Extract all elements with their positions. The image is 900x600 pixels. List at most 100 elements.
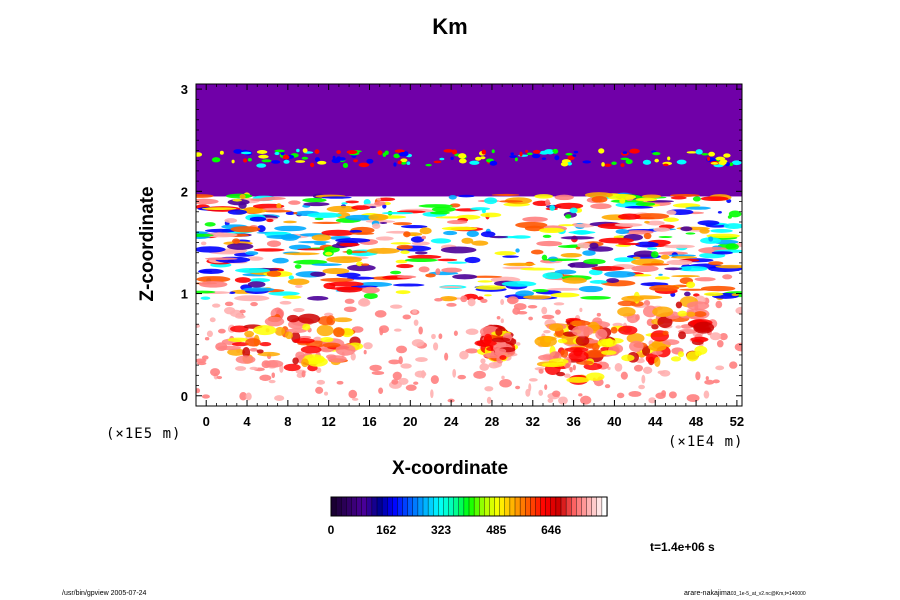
lower-speckle (301, 370, 306, 378)
band-streak (435, 268, 441, 276)
band-streak (503, 262, 536, 267)
lower-speckle (210, 368, 221, 377)
band-streak (440, 246, 477, 254)
band-streak (715, 264, 742, 269)
band-streak (339, 242, 360, 247)
colorbar-swatch (560, 496, 567, 517)
lower-speckle (614, 362, 623, 372)
colorbar-swatch (581, 496, 588, 517)
plume-cell (686, 301, 710, 311)
lower-speckle (363, 342, 373, 350)
band-streak (350, 232, 375, 235)
lower-speckle (716, 340, 724, 348)
plume-cell (575, 335, 590, 346)
colorbar-frame (330, 496, 608, 517)
band-streak (336, 272, 361, 278)
upper-speckle (567, 155, 575, 161)
time-label: t=1.4e+06 s (650, 540, 715, 554)
upper-speckle (406, 161, 411, 165)
band-streak (447, 261, 468, 264)
band-streak (245, 251, 259, 256)
upper-speckle (433, 160, 442, 164)
lower-speckle (196, 388, 201, 394)
heatmap-field (196, 84, 742, 406)
upper-speckle (283, 159, 290, 164)
upper-speckle (377, 150, 383, 156)
colorbar-swatch (463, 496, 470, 517)
band-streak (368, 213, 389, 221)
band-streak (538, 227, 565, 234)
band-streak (262, 209, 293, 213)
band-streak (660, 254, 670, 260)
plume-cell (617, 307, 636, 317)
colorbar-swatch (433, 496, 439, 517)
colorbar-swatch (484, 496, 491, 517)
band-streak (645, 220, 665, 226)
band-streak (580, 295, 612, 300)
lower-speckle (396, 345, 408, 354)
band-streak (484, 197, 498, 205)
upper-speckle (309, 162, 315, 168)
plume-cell (597, 338, 617, 348)
lower-speckle (572, 364, 576, 371)
band-streak (376, 197, 381, 201)
band-streak (578, 285, 604, 293)
lower-speckle (715, 300, 723, 309)
plume-cell (648, 342, 667, 352)
band-streak (635, 202, 656, 207)
band-streak (666, 259, 693, 266)
band-streak (287, 278, 310, 286)
band-streak (654, 276, 670, 280)
upper-speckle (481, 149, 487, 155)
band-streak (335, 238, 371, 243)
band-streak (534, 194, 554, 199)
upper-speckle (358, 162, 370, 168)
band-streak (489, 235, 509, 239)
band-streak (569, 207, 578, 214)
colorbar-swatch (535, 496, 542, 517)
lower-speckle (229, 309, 243, 318)
upper-speckle (243, 158, 248, 163)
band-streak (435, 216, 464, 219)
band-streak (491, 193, 520, 196)
colorbar-swatch (402, 496, 409, 517)
upper-speckle (510, 152, 515, 156)
band-streak (666, 210, 677, 215)
band-streak (266, 218, 274, 223)
lower-speckle (528, 316, 533, 321)
band-streak (446, 220, 468, 225)
lower-speckle (686, 394, 700, 402)
upper-speckle (301, 156, 309, 160)
plume-cell (585, 343, 594, 349)
band-streak (443, 230, 458, 236)
band-streak (230, 226, 261, 233)
upper-speckle (707, 156, 711, 162)
upper-speckle (701, 153, 709, 156)
band-streak (249, 278, 271, 283)
colorbar-swatch (550, 496, 557, 517)
plume-cell (285, 331, 293, 340)
band-streak (633, 250, 656, 258)
band-streak (723, 223, 742, 230)
colorbar-swatch (371, 496, 378, 517)
band-streak (499, 200, 523, 203)
band-streak (501, 281, 537, 287)
lower-speckle (446, 302, 457, 307)
lower-speckle (659, 369, 671, 377)
lower-speckle (709, 332, 722, 341)
upper-speckle (400, 161, 407, 165)
plume-cell (491, 337, 511, 343)
band-streak (247, 256, 264, 261)
lower-speckle (413, 319, 419, 326)
band-streak (634, 213, 670, 220)
band-streak (396, 275, 417, 279)
band-streak (554, 194, 574, 201)
plume-cell (678, 331, 687, 340)
upper-speckle (458, 158, 467, 164)
upper-speckle (532, 149, 541, 154)
band-streak (584, 192, 614, 198)
upper-speckle (458, 153, 467, 159)
x-unit-label: (×1E4 m) (668, 434, 744, 450)
lower-speckle (411, 339, 425, 347)
